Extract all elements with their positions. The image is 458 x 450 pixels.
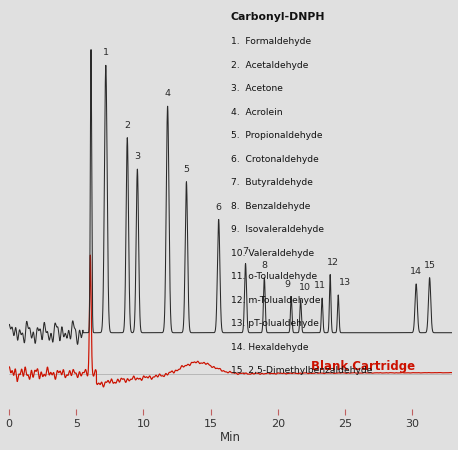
Text: 13. pT-olualdehyde: 13. pT-olualdehyde: [231, 319, 319, 328]
Text: 12: 12: [327, 258, 339, 267]
Text: 1.  Formaldehyde: 1. Formaldehyde: [231, 37, 311, 46]
Text: 2.  Acetaldehyde: 2. Acetaldehyde: [231, 61, 308, 70]
Text: 7.  Butyraldehyde: 7. Butyraldehyde: [231, 178, 313, 187]
Text: 10: 10: [299, 283, 311, 292]
Text: 5: 5: [183, 165, 190, 174]
Text: 14. Hexaldehyde: 14. Hexaldehyde: [231, 343, 308, 352]
Text: 11: 11: [313, 281, 326, 290]
Text: 1: 1: [103, 49, 109, 58]
Text: 4.  Acrolein: 4. Acrolein: [231, 108, 283, 117]
Text: 15. 2,5-Dimethylbenzaldehyde: 15. 2,5-Dimethylbenzaldehyde: [231, 366, 372, 375]
Text: 3: 3: [134, 152, 141, 161]
Text: 2: 2: [124, 121, 130, 130]
Text: 8: 8: [262, 261, 267, 270]
Text: 4: 4: [164, 90, 170, 99]
Text: 13: 13: [339, 278, 351, 287]
Text: 3.  Acetone: 3. Acetone: [231, 84, 283, 93]
Text: 5.  Propionaldehyde: 5. Propionaldehyde: [231, 131, 322, 140]
Text: 6.  Crotonaldehyde: 6. Crotonaldehyde: [231, 155, 318, 164]
Text: 11. o-Tolualdehyde: 11. o-Tolualdehyde: [231, 272, 317, 281]
Text: 9.  Isovaleraldehyde: 9. Isovaleraldehyde: [231, 225, 324, 234]
Text: 9: 9: [284, 279, 290, 288]
Text: 12. m-Tolualdehyde: 12. m-Tolualdehyde: [231, 296, 320, 305]
Text: 7: 7: [243, 247, 249, 256]
Text: 14: 14: [410, 267, 422, 276]
Text: Blank Cartridge: Blank Cartridge: [311, 360, 415, 373]
Text: 10. Valeraldehyde: 10. Valeraldehyde: [231, 249, 314, 258]
Text: Carbonyl-DNPH: Carbonyl-DNPH: [231, 12, 325, 22]
Text: 15: 15: [424, 261, 436, 270]
Text: 6: 6: [216, 202, 222, 211]
Text: 8.  Benzaldehyde: 8. Benzaldehyde: [231, 202, 310, 211]
X-axis label: Min: Min: [220, 432, 241, 445]
